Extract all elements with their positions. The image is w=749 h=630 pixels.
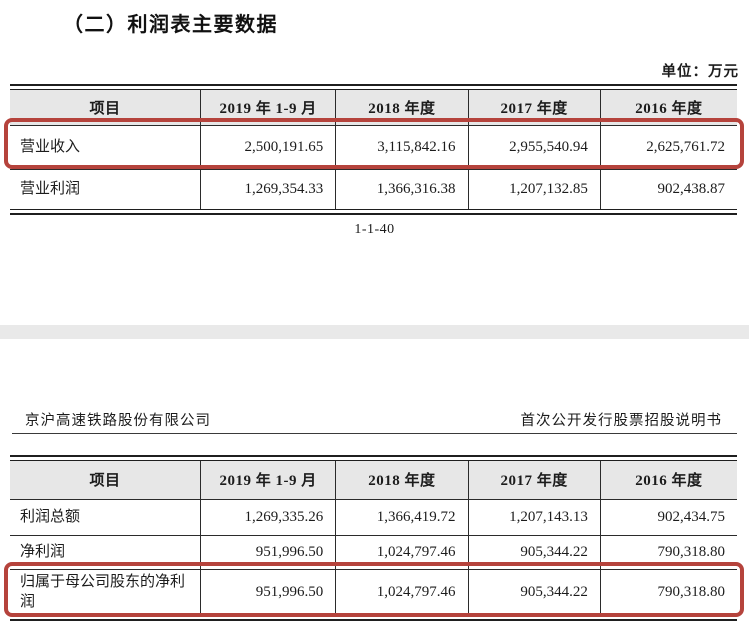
page-number: 1-1-40 [354,222,395,237]
cell-value: 902,434.75 [599,499,737,536]
column-header-2016: 2016 年度 [599,90,737,126]
cell-value: 905,344.22 [467,535,601,570]
column-header-2016: 2016 年度 [599,461,737,500]
column-header-2018: 2018 年度 [335,461,468,500]
column-header-2017: 2017 年度 [467,90,601,126]
cell-value: 905,344.22 [467,569,601,615]
column-header-2019: 2019 年 1-9 月 [199,461,336,500]
cell-value: 1,024,797.46 [335,569,468,615]
cell-value: 790,318.80 [599,569,737,615]
table-header-row: 项目 2019 年 1-9 月 2018 年度 2017 年度 2016 年度 [10,461,737,500]
cell-value: 2,955,540.94 [467,125,601,170]
cell-value: 1,269,335.26 [199,499,336,536]
unit-label: 单位：万元 [661,64,739,80]
row-label: 营业利润 [20,181,81,198]
cell-value: 1,024,797.46 [335,535,468,570]
cell-value: 790,318.80 [599,535,737,570]
profit-table-1-grid: 项目 2019 年 1-9 月 2018 年度 2017 年度 2016 年度 … [10,90,737,209]
profit-table-2: 项目 2019 年 1-9 月 2018 年度 2017 年度 2016 年度 … [4,455,744,621]
cell-value: 1,207,132.85 [467,169,601,209]
row-label: 净利润 [10,535,201,570]
profit-table-1: 项目 2019 年 1-9 月 2018 年度 2017 年度 2016 年度 … [4,84,744,215]
company-name: 京沪高速铁路股份有限公司 [25,413,211,429]
column-header-2017: 2017 年度 [467,461,601,500]
column-header-2018: 2018 年度 [335,90,468,126]
cell-value: 902,438.87 [599,169,737,209]
column-header-item: 项目 [10,90,201,126]
running-header: 京沪高速铁路股份有限公司 首次公开发行股票招股说明书 [25,409,722,430]
page-separator-band [0,325,749,339]
cell-value: 2,625,761.72 [599,125,737,170]
cell-value: 1,366,316.38 [335,169,468,209]
profit-table-2-grid: 项目 2019 年 1-9 月 2018 年度 2017 年度 2016 年度 … [10,461,737,615]
table-top-rule [10,84,737,90]
column-header-item: 项目 [10,461,201,500]
section-title: （二）利润表主要数据 [63,14,278,36]
row-label: 归属于母公司股东的净利润 [20,574,186,611]
table-row-operating-revenue: 营业收入 2,500,191.65 3,115,842.16 2,955,540… [10,125,737,170]
row-label: 营业收入 [10,125,201,170]
table-row-net-profit-attributable: 归属于母公司股东的净利润 951,996.50 1,024,797.46 905… [10,569,737,615]
table-top-rule [10,455,737,461]
table-bottom-rule [10,615,737,621]
table-row-net-profit: 净利润 951,996.50 1,024,797.46 905,344.22 7… [10,535,737,570]
table-bottom-rule [10,209,737,215]
cell-value: 1,269,354.33 [199,169,336,209]
table-header-row: 项目 2019 年 1-9 月 2018 年度 2017 年度 2016 年度 [10,90,737,126]
row-label: 利润总额 [10,499,201,536]
column-header-2019: 2019 年 1-9 月 [199,90,336,126]
cell-value: 951,996.50 [199,535,336,570]
table-row-total-profit: 利润总额 1,269,335.26 1,366,419.72 1,207,143… [10,499,737,536]
cell-value: 951,996.50 [199,569,336,615]
running-header-rule [12,433,737,434]
document-name: 首次公开发行股票招股说明书 [520,413,722,429]
table-row-operating-profit: 营业利润 1,269,354.33 1,366,316.38 1,207,132… [10,169,737,209]
cell-value: 1,207,143.13 [467,499,601,536]
cell-value: 1,366,419.72 [335,499,468,536]
cell-value: 2,500,191.65 [199,125,336,170]
cell-value: 3,115,842.16 [335,125,468,170]
